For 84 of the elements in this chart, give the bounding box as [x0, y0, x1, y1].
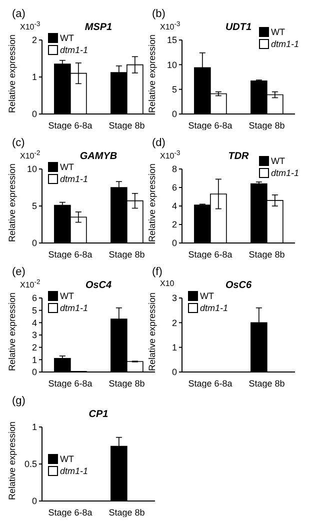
y-tick-label: 4	[32, 318, 37, 328]
x-tick-label: Stage 6-8a	[48, 378, 92, 388]
chart-title: MSP1	[84, 22, 114, 33]
legend-label: dtm1-1	[60, 465, 88, 477]
y-tick-label: 3	[172, 293, 177, 304]
text: X10$^{-3}$	[160, 21, 180, 32]
x-tick-label: Stage 6-8a	[48, 507, 92, 518]
x-tick-label: Stage 6-8a	[48, 249, 92, 260]
legend-label: dtm1-1	[60, 173, 88, 185]
y-tick-label: 0	[32, 496, 37, 506]
y-tick-label: 1	[32, 354, 37, 365]
text: (c)	[12, 137, 25, 149]
x-tick-label: Stage 8b	[108, 249, 145, 260]
x-tick-label: Stage 6-8a	[188, 120, 232, 130]
y-tick-label: 6	[172, 182, 177, 193]
y-tick-label: 0	[32, 109, 37, 120]
y-tick-label: 0	[32, 238, 37, 248]
y-tick-label: 10	[26, 164, 37, 174]
text: (g)	[12, 395, 26, 407]
y-axis-title: Relative expression	[147, 292, 158, 371]
legend-label: dtm1-1	[270, 38, 299, 50]
y-tick-label: 2	[172, 220, 177, 230]
chart-title: TDR	[228, 151, 249, 162]
y-tick-label: 4	[172, 201, 177, 212]
x-tick-label: Stage 8b	[108, 507, 145, 518]
legend-label: WT	[200, 290, 214, 302]
x-tick-label: Stage 8b	[248, 249, 285, 260]
legend-label: dtm1-1	[200, 302, 228, 314]
text: (e)	[12, 266, 26, 278]
text: X10	[160, 279, 174, 288]
y-tick-label: 2	[32, 35, 37, 46]
y-tick-label: 5	[32, 306, 37, 316]
text: X10$^{-2}$	[20, 150, 40, 161]
chart-title: OsC4	[84, 280, 113, 291]
y-tick-label: 10	[166, 60, 177, 70]
text: X10$^{-2}$	[20, 279, 40, 290]
text: (f)	[152, 266, 162, 278]
x-tick-label: Stage 8b	[248, 378, 285, 388]
x-tick-label: Stage 8b	[108, 120, 145, 130]
y-tick-label: 3	[32, 330, 37, 340]
chart-title: OsC6	[224, 280, 253, 291]
y-tick-label: 5	[32, 201, 37, 212]
legend-label: WT	[60, 32, 74, 44]
y-tick-label: 2	[172, 318, 177, 328]
chart-title: UDT1	[225, 22, 252, 33]
y-tick-label: 1	[32, 72, 37, 82]
legend-label: WT	[60, 161, 74, 173]
y-tick-label: 5	[172, 84, 177, 95]
chart-title: CP1	[88, 409, 110, 420]
x-tick-label: Stage 6-8a	[188, 378, 232, 388]
x-tick-label: Stage 8b	[248, 120, 285, 130]
text: (a)	[12, 8, 26, 20]
y-axis-title: Relative expression	[7, 421, 18, 500]
y-axis-title: Relative expression	[147, 34, 158, 113]
text: X10$^{-3}$	[160, 150, 180, 161]
chart-title: GAMYB	[78, 151, 118, 162]
legend-label: dtm1-1	[270, 167, 299, 179]
y-tick-label: 1	[172, 342, 177, 353]
legend-label: dtm1-1	[60, 44, 88, 56]
legend-label: WT	[270, 26, 285, 38]
y-axis-title: Relative expression	[147, 163, 158, 242]
y-tick-label: 0	[172, 109, 177, 120]
y-tick-label: 0	[172, 367, 177, 378]
x-tick-label: Stage 6-8a	[188, 249, 232, 260]
legend-label: WT	[270, 155, 285, 167]
legend-label: dtm1-1	[60, 302, 88, 314]
legend-label: WT	[60, 290, 74, 302]
legend-label: WT	[60, 453, 74, 465]
x-tick-label: Stage 6-8a	[48, 120, 92, 130]
y-tick-label: 8	[172, 164, 177, 174]
y-tick-label: 6	[32, 293, 37, 304]
y-tick-label: 0	[172, 238, 177, 248]
y-tick-label: 0	[32, 367, 37, 378]
y-axis-title: Relative expression	[7, 292, 18, 371]
y-tick-label: 15	[166, 35, 177, 46]
y-tick-label: 0.5	[24, 459, 37, 470]
text: X10$^{-3}$	[20, 21, 40, 32]
x-tick-label: Stage 8b	[108, 378, 145, 388]
y-tick-label: 1	[32, 422, 37, 432]
text: (d)	[152, 137, 166, 149]
text: (b)	[152, 8, 166, 20]
y-axis-title: Relative expression	[7, 163, 18, 242]
y-axis-title: Relative expression	[7, 34, 18, 113]
y-tick-label: 2	[32, 342, 37, 353]
